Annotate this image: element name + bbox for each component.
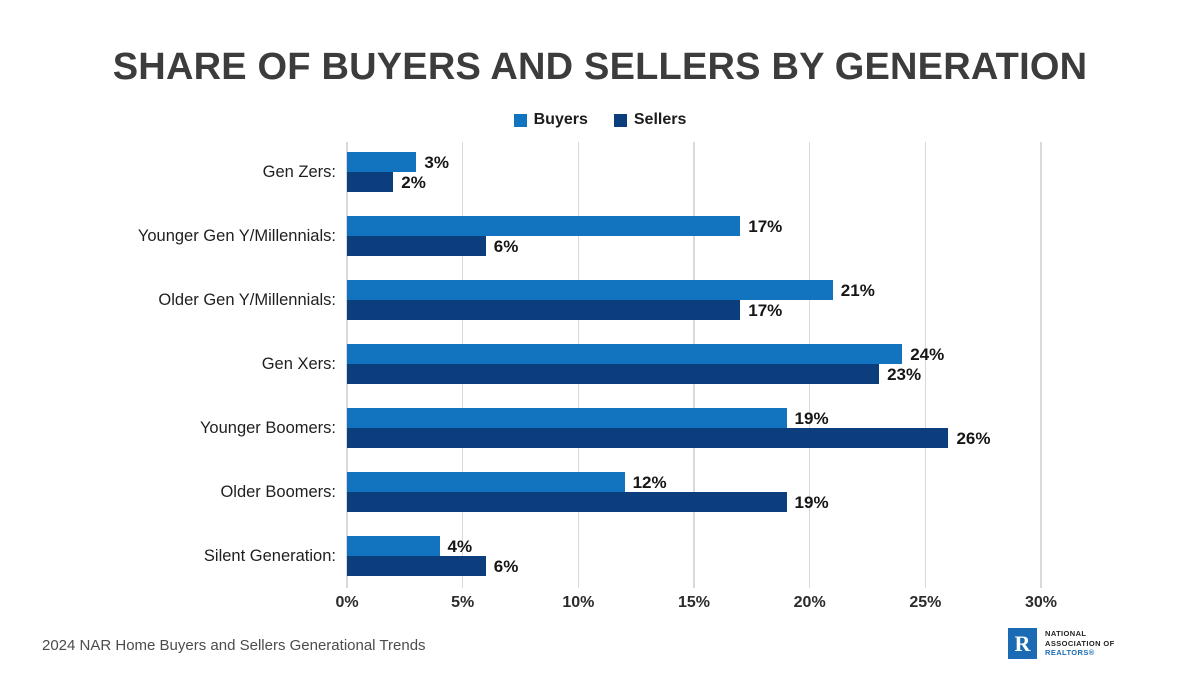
category-labels: Gen Zers: Younger Gen Y/Millennials: Older…: [40, 140, 336, 588]
legend-item-buyers: Buyers: [513, 111, 588, 129]
x-tick-label: 10%: [562, 594, 595, 611]
bar-value-label: 19%: [794, 492, 829, 512]
buyers-bar-line: 19%: [347, 408, 1041, 428]
bar-group: 17% 6%: [347, 204, 1041, 268]
buyers-bar: [347, 408, 787, 428]
buyers-bar: [347, 280, 833, 300]
bar-value-label: 4%: [447, 536, 473, 556]
buyers-bar-line: 21%: [347, 280, 1041, 300]
bar-group: 4% 6%: [347, 524, 1041, 588]
bar-value-label: 17%: [748, 300, 783, 320]
sellers-swatch-icon: [613, 113, 627, 127]
bar-value-label: 21%: [840, 280, 875, 300]
nar-logo-line1: NATIONAL: [1045, 628, 1087, 638]
bar-group: 24% 23%: [347, 332, 1041, 396]
category-label: Silent Generation:: [203, 546, 336, 565]
nar-logo-icon: R: [1008, 628, 1037, 659]
legend-item-sellers: Sellers: [613, 111, 687, 129]
sellers-bar: [347, 364, 880, 384]
sellers-bar-line: 19%: [347, 492, 1041, 512]
sellers-bar-line: 6%: [347, 556, 1041, 576]
sellers-bar-line: 17%: [347, 300, 1041, 320]
chart-title: SHARE OF BUYERS AND SELLERS BY GENERATIO…: [112, 46, 1088, 89]
x-tick-label: 15%: [677, 594, 711, 611]
buyers-bar: [347, 536, 440, 556]
sellers-bar: [347, 556, 486, 576]
sellers-bar: [347, 172, 394, 192]
x-axis: 0% 5% 10% 15% 20% 25% 30%: [335, 594, 1057, 616]
x-tick-label: 20%: [793, 594, 826, 611]
buyers-bar: [347, 216, 741, 236]
nar-logo-text: NATIONAL ASSOCIATION OF REALTORS®: [1045, 629, 1115, 658]
bar-value-label: 24%: [910, 344, 945, 364]
bar-value-label: 17%: [748, 216, 783, 236]
bar-value-label: 19%: [794, 408, 829, 428]
bar-value-label: 6%: [493, 556, 519, 576]
legend-label-sellers: Sellers: [633, 111, 687, 128]
sellers-bar: [347, 300, 741, 320]
x-tick-label: 25%: [909, 594, 942, 611]
buyers-bar-line: 12%: [347, 472, 1041, 492]
x-tick-label: 30%: [1024, 594, 1058, 611]
gridline: [924, 142, 927, 588]
sellers-bar: [347, 492, 787, 512]
bar-value-label: 12%: [632, 472, 667, 492]
category-label: Older Boomers:: [220, 482, 336, 501]
buyers-bar-line: 3%: [347, 152, 1041, 172]
gridline: [1040, 142, 1042, 588]
category-label: Younger Boomers:: [199, 418, 336, 437]
sellers-bar-line: 2%: [347, 172, 1041, 192]
bar-value-label: 26%: [956, 428, 991, 448]
sellers-bar: [347, 428, 949, 448]
sellers-bar: [347, 236, 486, 256]
bar-group: 3% 2%: [347, 140, 1041, 204]
category-label: Gen Xers:: [261, 354, 336, 373]
buyers-bar-line: 24%: [347, 344, 1041, 364]
nar-logo-line2: ASSOCIATION OF: [1045, 638, 1115, 648]
category-label: Gen Zers:: [262, 162, 336, 181]
buyers-bar-line: 17%: [347, 216, 1041, 236]
x-tick-label: 5%: [451, 594, 475, 611]
buyers-swatch-icon: [513, 113, 527, 127]
plot-area: 3% 2% 17% 6% 21% 17% 24% 23% 19% 26% 12% 19% 4% 6%: [346, 140, 1042, 588]
x-tick-label: 0%: [335, 594, 359, 611]
buyers-bar: [347, 152, 417, 172]
nar-logo: R NATIONAL ASSOCIATION OF REALTORS®: [1008, 628, 1115, 659]
legend: Buyers Sellers: [0, 111, 1200, 129]
bar-value-label: 6%: [493, 236, 519, 256]
sellers-bar-line: 26%: [347, 428, 1041, 448]
category-label: Younger Gen Y/Millennials:: [137, 226, 336, 245]
buyers-bar: [347, 472, 625, 492]
buyers-bar: [347, 344, 903, 364]
category-label: Older Gen Y/Millennials:: [158, 290, 336, 309]
bar-group: 19% 26%: [347, 396, 1041, 460]
sellers-bar-line: 6%: [347, 236, 1041, 256]
bar-value-label: 3%: [424, 152, 449, 172]
legend-label-buyers: Buyers: [533, 111, 588, 128]
buyers-bar-line: 4%: [347, 536, 1041, 556]
source-note: 2024 NAR Home Buyers and Sellers Generat…: [42, 637, 426, 654]
nar-logo-line3: REALTORS®: [1045, 648, 1095, 658]
bar-group: 21% 17%: [347, 268, 1041, 332]
sellers-bar-line: 23%: [347, 364, 1041, 384]
bar-value-label: 23%: [887, 364, 922, 384]
bar-group: 12% 19%: [347, 460, 1041, 524]
bar-value-label: 2%: [401, 172, 426, 192]
